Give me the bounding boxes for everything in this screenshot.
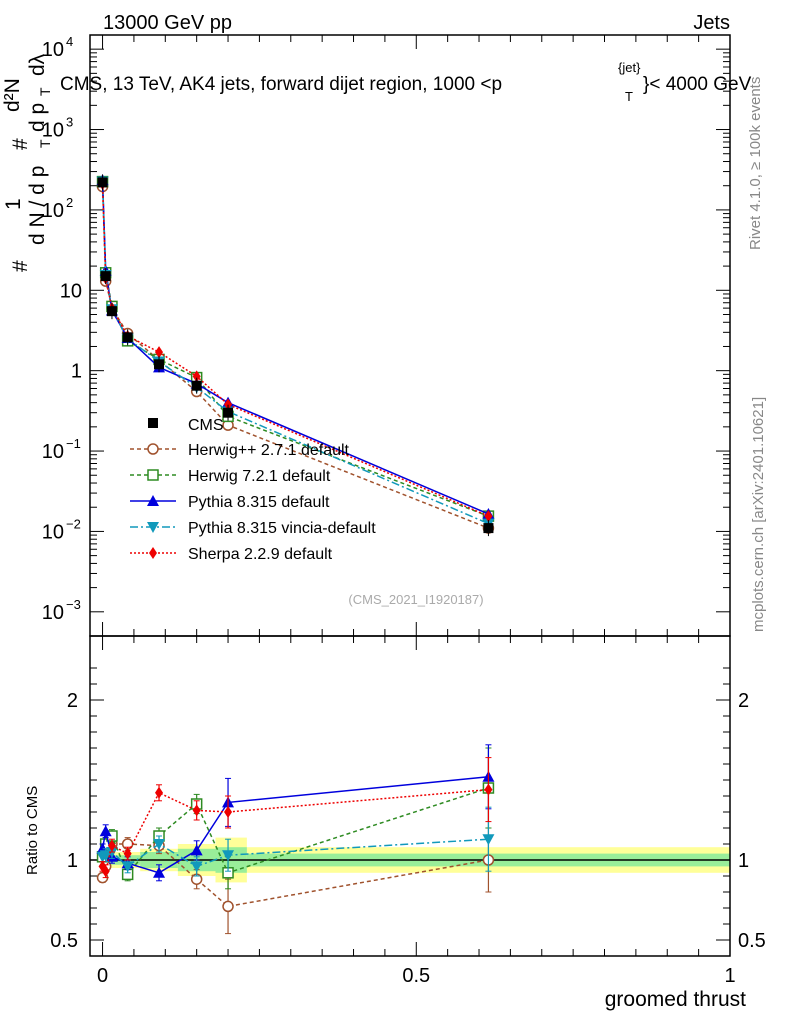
legend-label-2: Pythia 8.315 default xyxy=(188,494,330,511)
legend-marker-3 xyxy=(147,522,159,533)
main-point-series-4 xyxy=(192,370,201,383)
ratio-point-series-3 xyxy=(153,839,166,850)
ratio-point-series-3 xyxy=(99,850,112,862)
mcplots-label: mcplots.cern.ch [arXiv:2401.10621] xyxy=(750,397,767,632)
ylabel-dn-dpt: d N / d p xyxy=(26,166,49,245)
rivet-version-label: Rivet 4.1.0, ≥ 100k events xyxy=(747,77,764,250)
category-label: Jets xyxy=(693,12,730,34)
ratio-point-series-4 xyxy=(192,804,201,817)
data-point xyxy=(223,407,234,418)
data-point xyxy=(100,271,111,282)
main-point-series-4 xyxy=(224,398,233,411)
ratio-ytick-label-right-0: 0.5 xyxy=(738,930,766,952)
main-y-axis-label: # 1 d N / d p T # d²N d p T dλ xyxy=(1,53,53,272)
ratio-point-series-2 xyxy=(99,825,112,837)
data-point xyxy=(483,523,494,534)
legend-marker-4 xyxy=(149,547,157,559)
main-point-series-4 xyxy=(155,346,164,359)
ratio-point-series-4 xyxy=(484,783,493,796)
ratio-xtick-label-2: 1 xyxy=(724,965,735,987)
analysis-id-label: (CMS_2021_I1920187) xyxy=(348,592,483,607)
legend-label-3: Pythia 8.315 vincia-default xyxy=(188,520,376,537)
ratio-ytick-label-right-1: 1 xyxy=(738,850,749,872)
ratio-point-series-4 xyxy=(155,786,164,799)
main-ytick-label-6: 10 xyxy=(42,120,64,142)
main-line-series-2 xyxy=(101,180,489,515)
ratio-ytick-label-0: 0.5 xyxy=(50,930,78,952)
ratio-ytick-label-2: 2 xyxy=(67,690,78,712)
ratio-point-series-4 xyxy=(101,865,110,878)
main-ytick-exponent-7: 4 xyxy=(66,34,73,49)
ratio-ytick-label-right-2: 2 xyxy=(738,690,749,712)
legend-marker-data xyxy=(148,418,158,428)
legend-label-data: CMS xyxy=(188,417,224,434)
title-subscript: T xyxy=(625,89,633,104)
ratio-point-series-4 xyxy=(123,847,132,860)
ratio-xtick-label-1: 0.5 xyxy=(402,965,430,987)
ratio-point-series-2 xyxy=(153,866,166,878)
main-ytick-label-0: 10 xyxy=(42,602,64,624)
ratio-point-series-4 xyxy=(224,806,233,818)
main-point-series-4 xyxy=(484,510,493,523)
ratio-point-series-0 xyxy=(222,900,234,913)
ylabel-dp-sub: T xyxy=(37,87,53,96)
ratio-point-series-3 xyxy=(190,861,203,873)
main-ytick-exponent-5: 2 xyxy=(66,195,73,210)
title-prefix: CMS, 13 TeV, AK4 jets, forward dijet reg… xyxy=(60,74,502,95)
ratio-point-series-2 xyxy=(190,844,203,856)
main-ytick-label-7: 10 xyxy=(42,39,64,61)
main-ytick-label-3: 1 xyxy=(71,361,82,383)
ylabel-d2n: d²N xyxy=(1,78,24,112)
data-point xyxy=(106,306,117,317)
title-suffix: }< 4000 GeV xyxy=(643,74,752,95)
ratio-point-series-4 xyxy=(107,839,116,852)
axes-frames xyxy=(89,34,731,957)
legend-marker-2 xyxy=(147,495,159,506)
main-ytick-exponent-2: −1 xyxy=(66,436,81,451)
main-series-layer xyxy=(96,174,495,537)
ylabel-dlambda: dλ xyxy=(26,53,49,76)
ylabel-dp: d p xyxy=(26,103,49,132)
ylabel-dn-dpt-sub: T xyxy=(37,139,53,148)
main-ytick-label-4: 10 xyxy=(60,280,82,302)
ratio-xtick-label-0: 0 xyxy=(97,965,108,987)
ylabel-hash-2: # xyxy=(9,138,32,150)
ratio-point-series-3 xyxy=(121,861,134,873)
ratio-axis-ticks: 0.5 0.51 12 20 0.5 1 xyxy=(50,636,766,987)
ratio-ytick-label-1: 1 xyxy=(67,850,78,872)
main-ytick-exponent-6: 3 xyxy=(66,115,73,130)
legend-label-1: Herwig 7.2.1 default xyxy=(188,468,331,485)
main-ytick-label-2: 10 xyxy=(42,441,64,463)
ratio-line-series-4 xyxy=(101,788,489,874)
ratio-series-layer xyxy=(96,744,495,935)
legend-marker-1 xyxy=(147,469,159,481)
x-axis-label: groomed thrust xyxy=(605,988,746,1011)
title-superscript: {jet} xyxy=(618,60,641,75)
ratio-point-series-3 xyxy=(222,850,235,862)
data-point xyxy=(97,177,108,188)
main-ytick-label-1: 10 xyxy=(42,521,64,543)
ylabel-one: 1 xyxy=(2,198,25,210)
main-ytick-exponent-1: −2 xyxy=(66,516,81,531)
main-ytick-label-5: 10 xyxy=(42,200,64,222)
legend-marker-0 xyxy=(147,443,159,455)
data-point xyxy=(191,380,202,391)
main-ytick-exponent-0: −3 xyxy=(66,597,81,612)
legend: CMS Herwig++ 2.7.1 default Herwig 7.2.1 de… xyxy=(130,417,376,563)
ratio-y-axis-label: Ratio to CMS xyxy=(24,786,41,875)
ratio-point-series-3 xyxy=(482,834,495,846)
main-line-series-1 xyxy=(101,181,489,517)
beam-label: 13000 GeV pp xyxy=(103,12,232,34)
data-point xyxy=(122,332,133,343)
legend-label-4: Sherpa 2.2.9 default xyxy=(188,546,333,563)
legend-label-0: Herwig++ 2.7.1 default xyxy=(188,442,350,459)
main-frame xyxy=(89,34,731,637)
data-point xyxy=(154,359,165,370)
ylabel-hash-1: # xyxy=(9,260,32,272)
plot-title: CMS, 13 TeV, AK4 jets, forward dijet reg… xyxy=(60,60,752,104)
